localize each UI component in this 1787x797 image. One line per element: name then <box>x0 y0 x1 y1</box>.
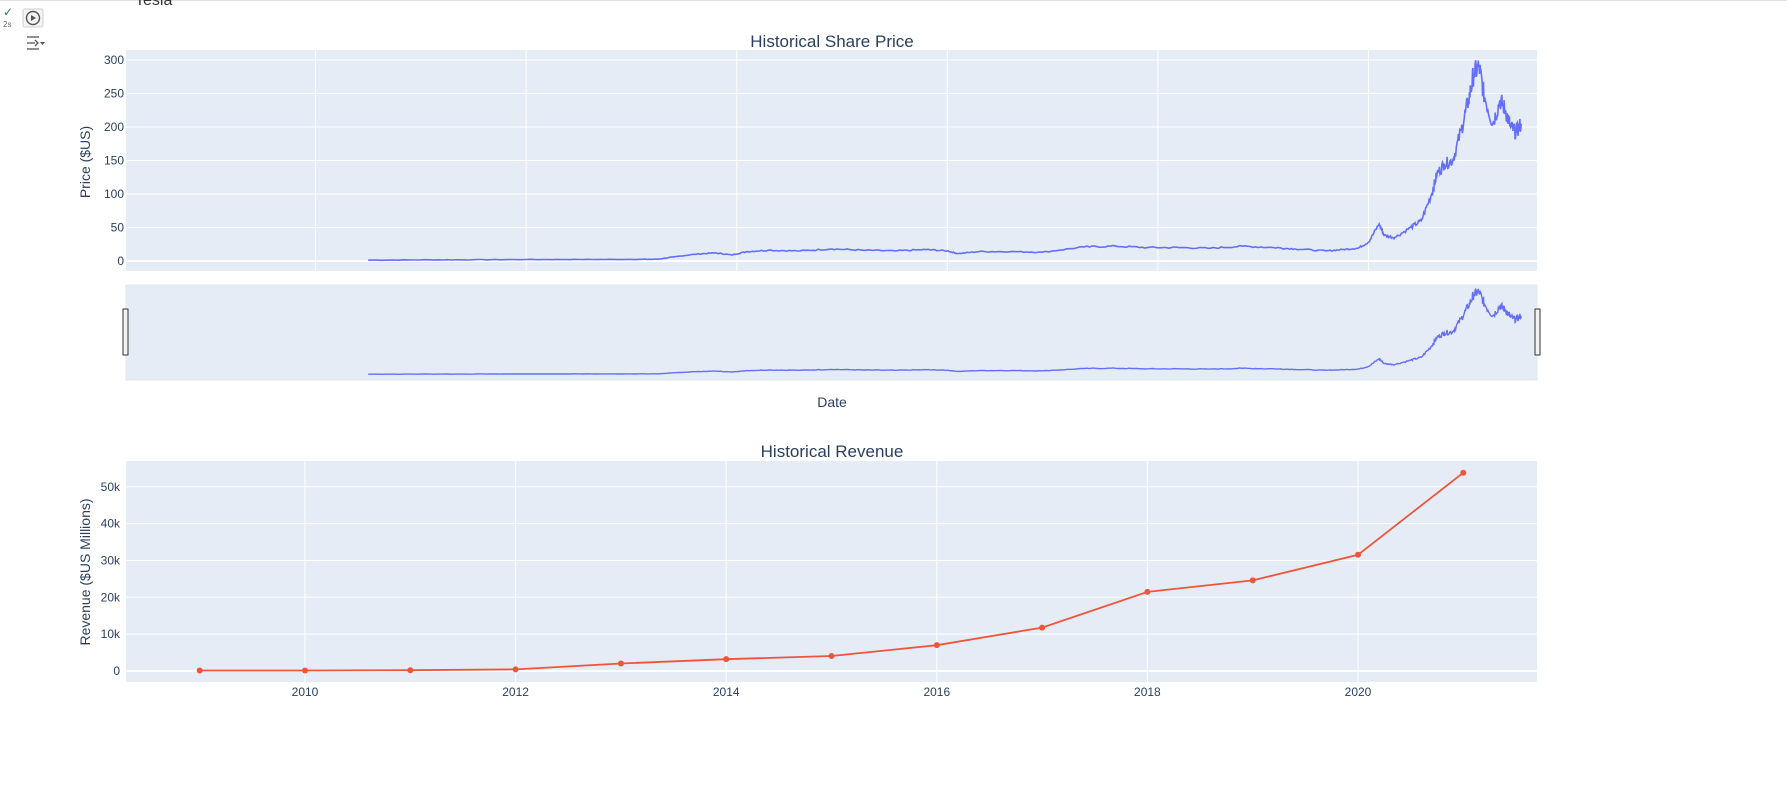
revenue-data-point[interactable] <box>933 642 940 649</box>
price-y-tick-label: 0 <box>117 254 124 268</box>
run-cell-button[interactable] <box>22 8 44 28</box>
revenue-y-tick-label: 40k <box>101 517 121 531</box>
price-y-tick-label: 100 <box>104 187 124 201</box>
price-chart-title: Historical Share Price <box>750 32 913 51</box>
revenue-y-tick-label: 20k <box>101 590 121 604</box>
revenue-data-point[interactable] <box>1354 551 1361 558</box>
revenue-data-point[interactable] <box>723 656 730 663</box>
revenue-x-tick-label: 2010 <box>292 685 319 699</box>
revenue-y-tick-label: 0 <box>113 664 120 678</box>
revenue-x-tick-label: 2012 <box>502 685 529 699</box>
revenue-y-tick-label: 10k <box>101 627 121 641</box>
range-slider[interactable] <box>125 284 1538 381</box>
output-heading: Tesla <box>135 0 173 9</box>
revenue-y-tick-label: 50k <box>101 480 121 494</box>
price-y-tick-label: 250 <box>104 87 124 101</box>
elapsed-time: 2s <box>3 20 12 29</box>
revenue-x-tick-label: 2014 <box>713 685 740 699</box>
revenue-data-point[interactable] <box>828 653 835 660</box>
revenue-x-ticks: 2010 2012 2014 2016 2018 2020 <box>292 685 1372 699</box>
revenue-y-ticks: 0 10k 20k 30k 40k 50k <box>101 480 121 678</box>
output-menu-icon <box>27 36 39 50</box>
price-grid <box>126 50 1537 271</box>
price-y-ticks: 0 50 100 150 200 250 300 <box>104 53 124 268</box>
revenue-chart-title: Historical Revenue <box>761 442 904 461</box>
revenue-data-point[interactable] <box>196 667 203 674</box>
price-y-tick-label: 150 <box>104 154 124 168</box>
revenue-data-point[interactable] <box>302 667 309 674</box>
revenue-data-point[interactable] <box>617 660 624 667</box>
revenue-y-tick-label: 30k <box>101 553 121 567</box>
price-x-axis-title: Date <box>817 394 847 410</box>
revenue-x-tick-label: 2018 <box>1134 685 1161 699</box>
success-check-icon: ✓ <box>3 5 14 19</box>
range-slider-series-line <box>368 288 1522 376</box>
price-y-tick-label: 200 <box>104 120 124 134</box>
price-y-tick-label: 50 <box>111 220 125 234</box>
price-series-line <box>368 60 1522 262</box>
revenue-data-point[interactable] <box>1249 577 1256 584</box>
range-slider-left-handle[interactable] <box>122 308 129 356</box>
revenue-x-tick-label: 2016 <box>923 685 950 699</box>
revenue-data-point[interactable] <box>512 666 519 673</box>
chevron-down-icon <box>40 42 45 45</box>
revenue-y-axis-title: Revenue ($US Millions) <box>77 498 93 645</box>
revenue-markers <box>196 469 1467 674</box>
revenue-data-point[interactable] <box>1144 588 1151 595</box>
revenue-x-tick-label: 2020 <box>1345 685 1372 699</box>
price-y-axis-title: Price ($US) <box>77 126 93 198</box>
top-divider <box>0 0 1787 1</box>
revenue-grid <box>126 461 1537 682</box>
output-options-button[interactable] <box>26 34 46 52</box>
range-slider-right-handle[interactable] <box>1534 308 1541 356</box>
revenue-data-point[interactable] <box>1460 469 1467 476</box>
cell-gutter: ✓ 2s <box>0 0 60 60</box>
revenue-plot-area[interactable] <box>126 461 1537 682</box>
revenue-data-point[interactable] <box>1039 624 1046 631</box>
play-icon <box>25 10 41 26</box>
price-y-tick-label: 300 <box>104 53 124 67</box>
revenue-data-point[interactable] <box>407 667 414 674</box>
